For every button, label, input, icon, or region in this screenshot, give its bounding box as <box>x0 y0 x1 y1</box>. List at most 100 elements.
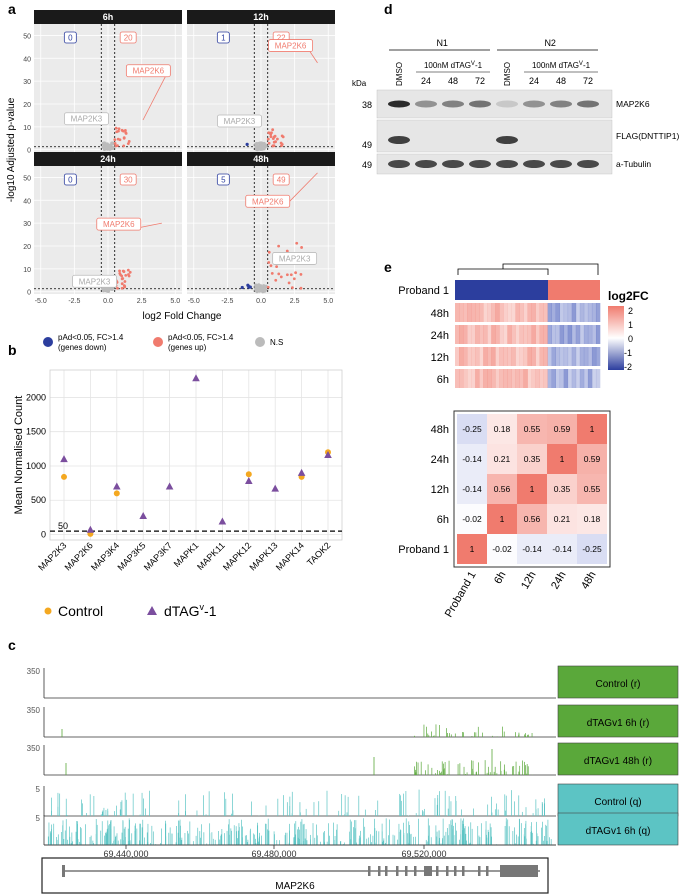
up-count-box <box>119 173 137 186</box>
y-tick-label: 30 <box>23 79 31 86</box>
blot-band <box>577 160 599 168</box>
corr-value: -0.25 <box>462 424 482 434</box>
panel-label-b: b <box>8 342 17 358</box>
gene-up-box <box>96 217 142 231</box>
corr-value: -0.14 <box>462 454 482 464</box>
point-up <box>269 264 273 268</box>
y-tick-label: 20 <box>23 102 31 109</box>
heatmap-cell <box>491 369 496 388</box>
heatmap-cell <box>575 369 581 388</box>
corr-value: -0.14 <box>552 544 572 554</box>
lane-label: 48 <box>556 76 566 86</box>
heatmap-cell <box>495 325 500 344</box>
point-ns <box>103 142 108 147</box>
corr-value: 0.56 <box>494 484 511 494</box>
heatmap-cell <box>487 369 492 388</box>
blot-band <box>469 160 491 168</box>
corr-cell <box>577 504 607 534</box>
dtag-point <box>245 477 253 485</box>
point-up <box>272 144 276 148</box>
lane-label: 72 <box>475 76 485 86</box>
track-label: Control (q) <box>594 797 641 808</box>
track-label: Control (r) <box>595 679 640 690</box>
down-count: 0 <box>68 176 73 185</box>
heatmap-cell <box>571 325 577 344</box>
heatmap-row-label: 24h <box>431 330 449 342</box>
heatmap-cell <box>547 325 552 344</box>
heatmap-cell-block <box>548 280 600 300</box>
point-ns <box>109 147 113 151</box>
heatmap-cell <box>463 303 468 322</box>
point-up <box>299 286 303 290</box>
gene-exon <box>486 866 489 876</box>
up-count: 20 <box>124 34 133 43</box>
kda-marker: 49 <box>362 140 372 150</box>
heatmap-cell <box>571 347 577 366</box>
heatmap-row-label: 6h <box>437 374 449 386</box>
heatmap-row: 6h <box>437 369 601 388</box>
facet-header <box>187 152 335 166</box>
blot-band <box>577 100 599 108</box>
gene-ns-label: MAP2K3 <box>224 117 256 126</box>
gene-ns-label: MAP2K3 <box>79 277 111 286</box>
group-label: N1 <box>436 38 448 48</box>
point-up <box>271 128 275 132</box>
y-tick-label: 0 <box>41 530 46 540</box>
heatmap-cell <box>531 303 536 322</box>
corr-col-label: 24h <box>549 570 569 592</box>
legend-tick: 2 <box>628 306 633 316</box>
point-up <box>127 140 131 143</box>
heatmap-cell <box>475 369 480 388</box>
corr-cell <box>517 414 547 444</box>
point-ns <box>109 143 113 147</box>
point-up <box>121 129 125 133</box>
corr-cell <box>547 474 577 504</box>
point-up <box>122 144 126 148</box>
dtag-point <box>324 451 332 458</box>
heatmap-cell <box>499 347 504 366</box>
x-tick-label: -5.0 <box>35 298 47 305</box>
point-up <box>266 137 270 141</box>
lane-label: 48 <box>448 76 458 86</box>
y-tick-label: 30 <box>23 221 31 228</box>
heatmap-row: Proband 1 <box>398 280 600 300</box>
blot-strip-bg <box>376 89 613 119</box>
point-up <box>268 131 272 135</box>
blot-band <box>415 160 437 168</box>
heatmap-cell <box>499 369 504 388</box>
heatmap-cell <box>463 347 468 366</box>
track-label-bg <box>557 812 679 846</box>
log2fc-heatmap: Proband 1 48h 24h 12h 6h <box>398 263 601 388</box>
band-label: MAP2K6 <box>616 99 650 109</box>
heatmap-cell <box>479 303 484 322</box>
point-up <box>269 135 273 139</box>
legend-tick: -1 <box>624 348 632 358</box>
band-label: a-Tubulin <box>616 159 651 169</box>
lane-label: 72 <box>583 76 593 86</box>
heatmap-cell <box>583 347 589 366</box>
y-tick-label: 50 <box>23 175 31 182</box>
point-up <box>285 249 289 253</box>
gene-utr <box>500 865 538 877</box>
corr-cell <box>487 414 517 444</box>
dendrogram <box>457 263 599 275</box>
heatmap-cell <box>515 325 520 344</box>
corr-cell <box>487 534 517 564</box>
heatmap-cell <box>551 303 556 322</box>
volcano-facet-48h: 48h 5 49 MAP2K6 MAP2K3 -5.0 -2.5 0.0 2.5 5.0 <box>187 152 335 305</box>
coord-label: 69,520,000 <box>401 849 446 859</box>
point-up <box>287 281 291 285</box>
heatmap-cell <box>547 347 552 366</box>
dtag-point <box>165 482 174 490</box>
point-up <box>267 250 271 254</box>
heatmap-cell <box>591 347 597 366</box>
panel-label-d: d <box>384 1 393 17</box>
point-up <box>117 127 121 131</box>
track-label-bg <box>557 704 679 738</box>
heatmap-cell <box>559 347 565 366</box>
gene-exon <box>396 866 399 876</box>
point-up <box>122 136 126 140</box>
heatmap-cell <box>491 303 496 322</box>
corr-cell <box>577 444 607 474</box>
